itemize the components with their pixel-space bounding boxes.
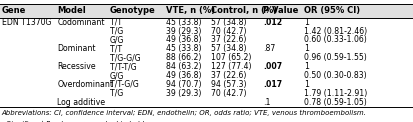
Text: 127 (77.4): 127 (77.4): [211, 62, 251, 71]
Text: 1: 1: [304, 80, 309, 89]
Text: 37 (22.6): 37 (22.6): [211, 71, 246, 80]
Text: .007: .007: [262, 62, 281, 71]
Text: EDN T1370G: EDN T1370G: [2, 18, 51, 27]
Text: 0.78 (0.59-1.05): 0.78 (0.59-1.05): [304, 98, 366, 107]
Text: .017: .017: [262, 80, 281, 89]
Text: 70 (42.7): 70 (42.7): [211, 27, 246, 36]
Text: 45 (33.8): 45 (33.8): [165, 44, 201, 53]
Text: 39 (29.3): 39 (29.3): [165, 27, 200, 36]
Text: Recessive: Recessive: [57, 62, 95, 71]
Text: G/G: G/G: [109, 71, 124, 80]
Text: Model: Model: [57, 6, 85, 15]
Text: 88 (66.2): 88 (66.2): [165, 53, 200, 62]
Text: Control, n (%): Control, n (%): [211, 6, 277, 15]
Text: T/T-G/G: T/T-G/G: [109, 80, 138, 89]
Text: VTE, n (%): VTE, n (%): [165, 6, 214, 15]
Text: 107 (65.2): 107 (65.2): [211, 53, 251, 62]
Text: 49 (36.8): 49 (36.8): [165, 71, 201, 80]
Text: T/T: T/T: [109, 18, 121, 27]
Text: 37 (22.6): 37 (22.6): [211, 36, 246, 44]
Text: 45 (33.8): 45 (33.8): [165, 18, 201, 27]
Text: Overdominant: Overdominant: [57, 80, 113, 89]
Text: Dominant: Dominant: [57, 44, 95, 53]
Bar: [0, 4, 413, 18]
Text: T/T: T/T: [109, 44, 121, 53]
Text: 70 (42.7): 70 (42.7): [211, 89, 246, 98]
Text: T/G: T/G: [109, 89, 123, 98]
Text: 84 (63.2): 84 (63.2): [165, 62, 201, 71]
Text: .87: .87: [262, 44, 275, 53]
Text: Codominant: Codominant: [57, 18, 104, 27]
Text: 0.50 (0.30-0.83): 0.50 (0.30-0.83): [304, 71, 366, 80]
Text: .1: .1: [262, 98, 270, 107]
Text: Abbreviations: CI, confidence interval; EDN, endothelin; OR, odds ratio; VTE, ve: Abbreviations: CI, confidence interval; …: [2, 110, 366, 116]
Text: 1.42 (0.81-2.46): 1.42 (0.81-2.46): [304, 27, 366, 36]
Text: T/T-T/G: T/T-T/G: [109, 62, 136, 71]
Text: .012: .012: [262, 18, 281, 27]
Text: 1.79 (1.11-2.91): 1.79 (1.11-2.91): [304, 89, 367, 98]
Text: OR (95% CI): OR (95% CI): [304, 6, 360, 15]
Text: 94 (70.7): 94 (70.7): [165, 80, 201, 89]
Text: 39 (29.3): 39 (29.3): [165, 89, 200, 98]
Text: Log additive: Log additive: [57, 98, 105, 107]
Text: 0.96 (0.59-1.55): 0.96 (0.59-1.55): [304, 53, 366, 62]
Text: 49 (36.8): 49 (36.8): [165, 36, 201, 44]
Text: Genotype: Genotype: [109, 6, 155, 15]
Text: Gene: Gene: [2, 6, 26, 15]
Text: T/G: T/G: [109, 27, 123, 36]
Text: 0.60 (0.33-1.06): 0.60 (0.33-1.06): [304, 36, 366, 44]
Text: 94 (57.3): 94 (57.3): [211, 80, 246, 89]
Text: P Value: P Value: [262, 6, 297, 15]
Text: 1: 1: [304, 18, 309, 27]
Text: 1: 1: [304, 44, 309, 53]
Text: G/G: G/G: [109, 36, 124, 44]
Text: T/G-G/G: T/G-G/G: [109, 53, 140, 62]
Text: 1: 1: [304, 62, 309, 71]
Text: 57 (34.8): 57 (34.8): [211, 44, 246, 53]
Text: aSignificant P values are marked in bold.: aSignificant P values are marked in bold…: [2, 121, 145, 122]
Text: 57 (34.8): 57 (34.8): [211, 18, 246, 27]
